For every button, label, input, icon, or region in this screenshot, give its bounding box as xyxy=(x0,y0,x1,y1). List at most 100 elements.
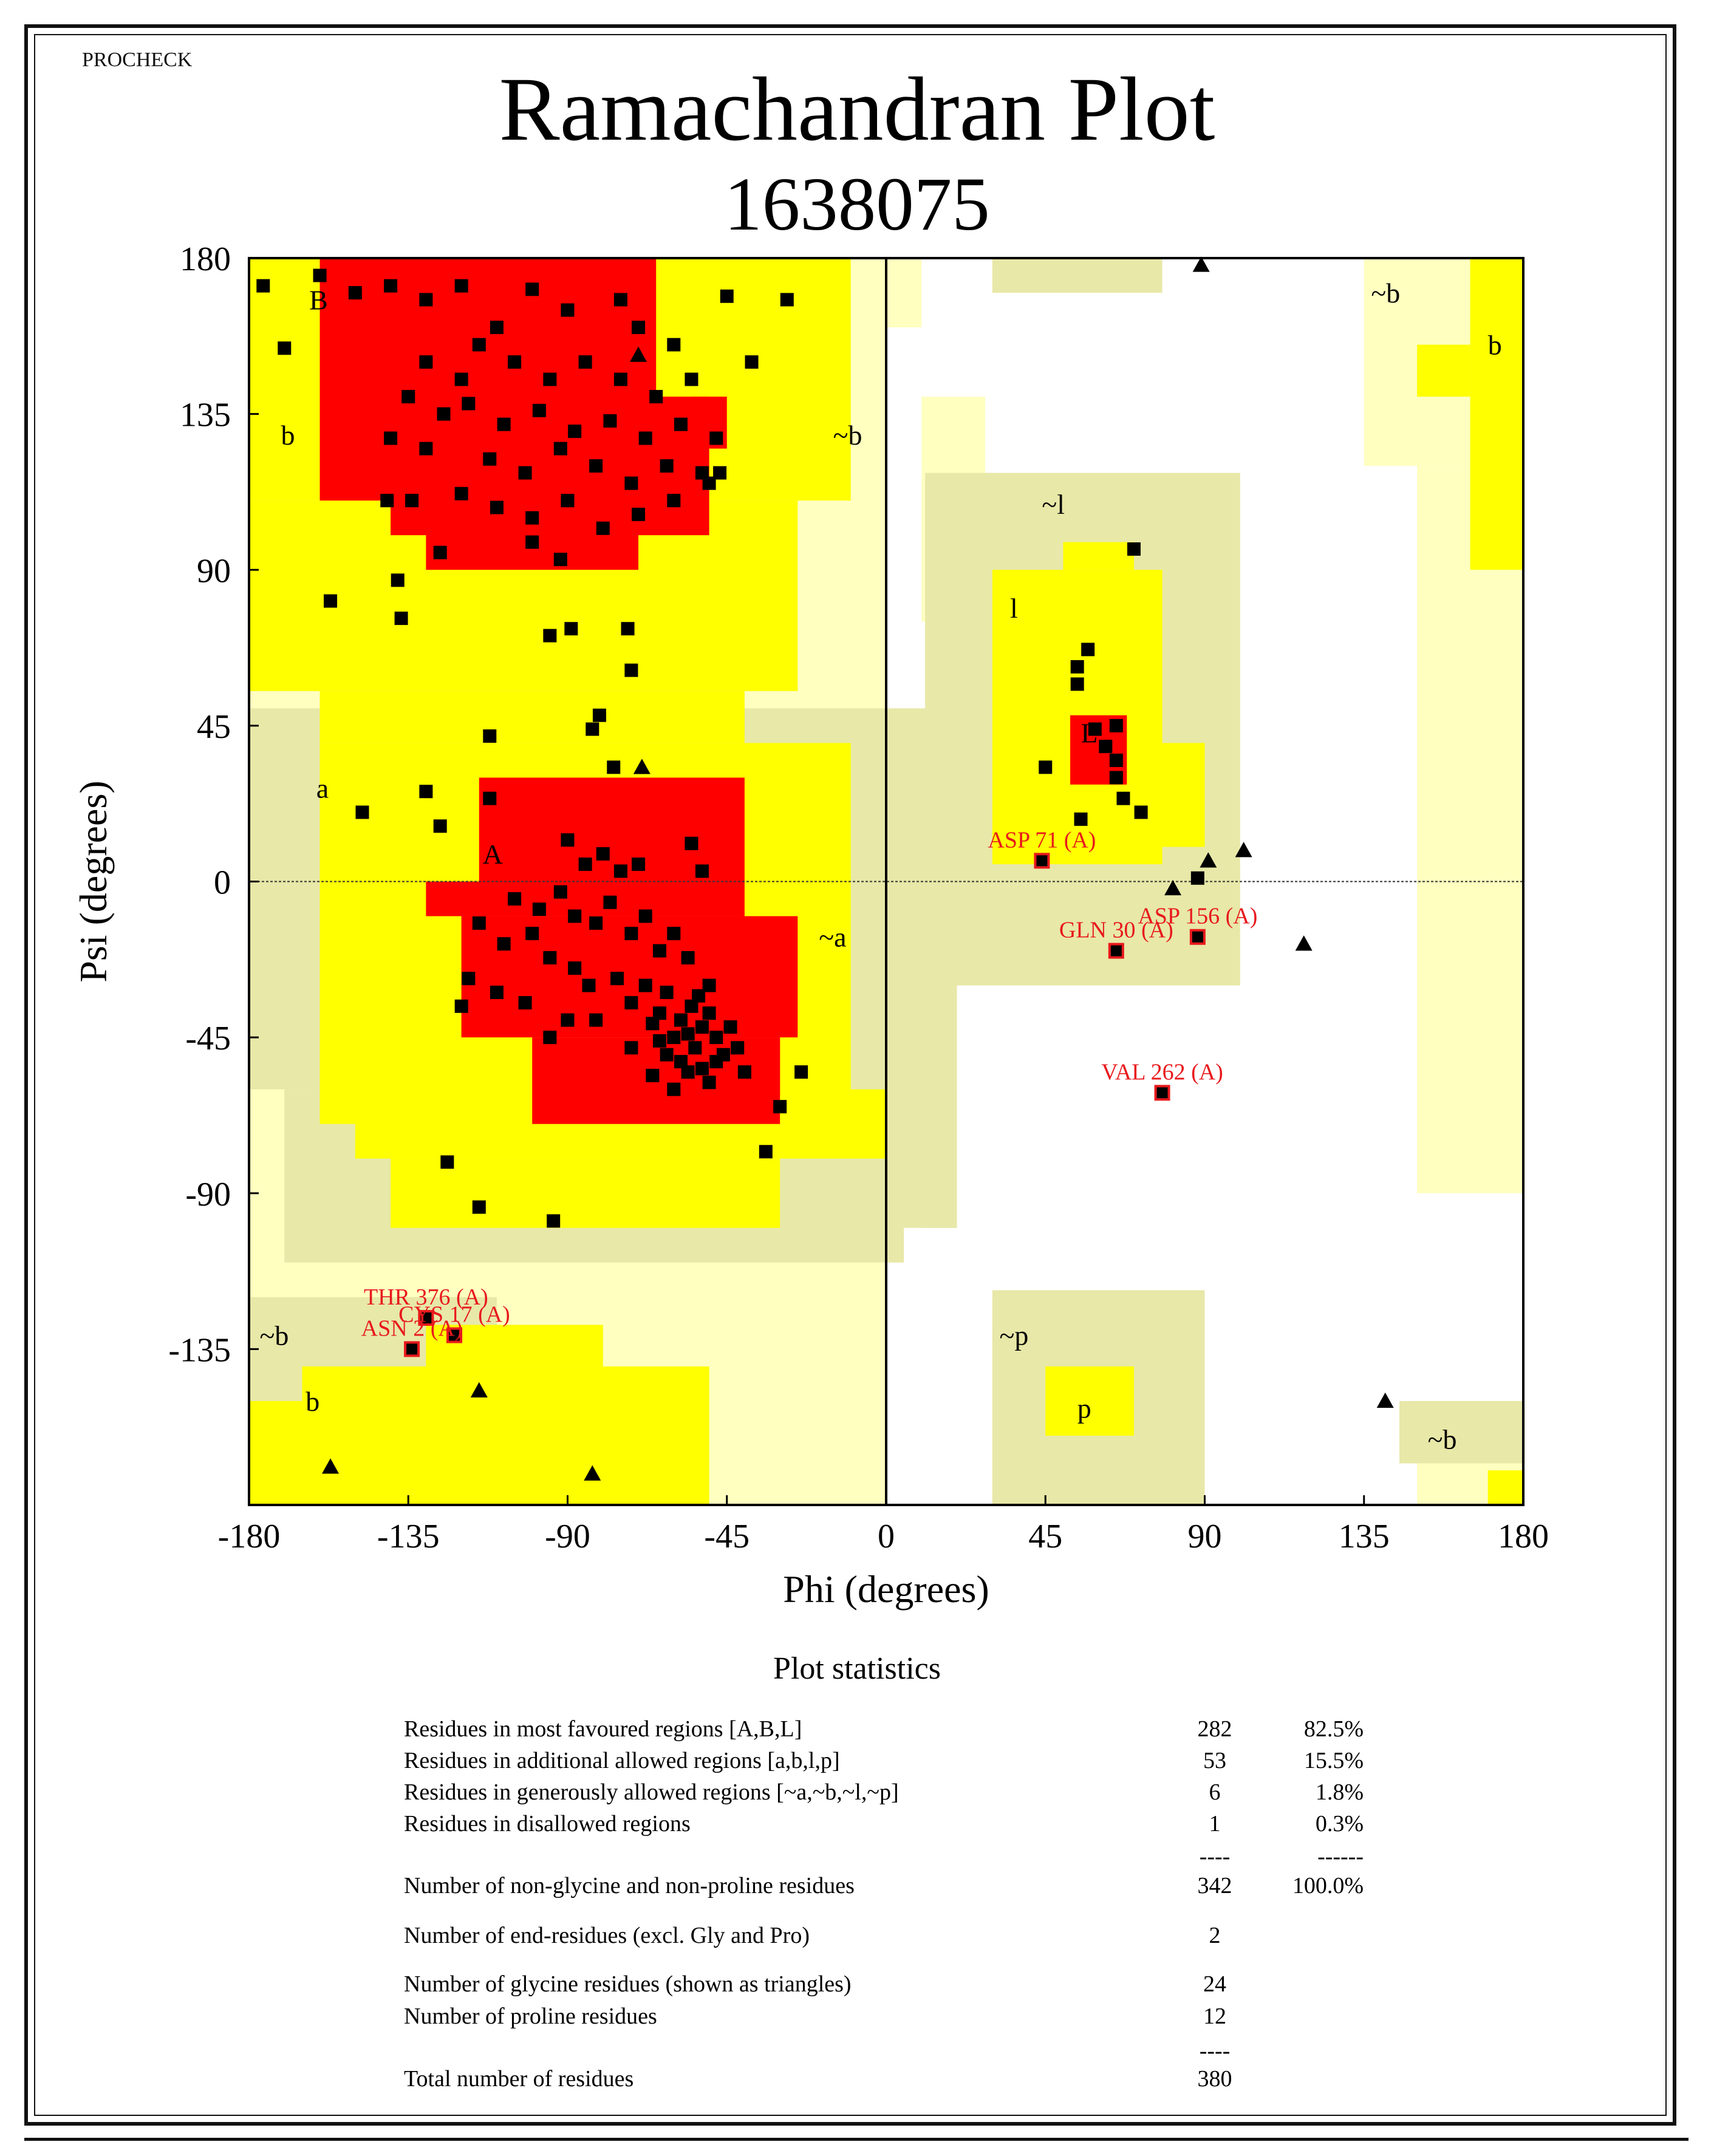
region-label: b xyxy=(306,1386,319,1417)
y-axis-title: Psi (degrees) xyxy=(72,780,115,982)
bottom-rule xyxy=(24,2138,1688,2141)
outlier-label: VAL 262 (A) xyxy=(1101,1059,1223,1085)
residue-point xyxy=(702,1006,716,1020)
residue-point xyxy=(532,403,546,417)
outlier-point xyxy=(1189,929,1206,945)
region-allowed xyxy=(1417,344,1470,397)
residue-point xyxy=(405,494,419,508)
outlier-point xyxy=(1108,943,1124,959)
outlier-label: ASN 2 (A) xyxy=(361,1315,463,1341)
residue-point xyxy=(660,1048,674,1062)
y-tick-label: 45 xyxy=(197,708,231,746)
x-tick-label: -90 xyxy=(545,1518,590,1555)
residue-point xyxy=(646,1068,660,1082)
zero-lines xyxy=(249,258,1523,1505)
glycine-point xyxy=(633,759,650,774)
stats-count: 380 xyxy=(1197,2066,1232,2092)
residue-point xyxy=(561,303,575,317)
residue-point xyxy=(490,500,504,514)
region-label: ~b xyxy=(833,420,862,451)
y-tick-label: 90 xyxy=(197,552,231,590)
residue-point xyxy=(592,708,606,722)
region-label: B xyxy=(309,284,328,315)
residue-point xyxy=(543,950,557,964)
region-allowed xyxy=(319,691,745,743)
residue-point xyxy=(561,833,575,847)
residue-point xyxy=(674,1013,688,1027)
region-labels: Bb ~b ~l l La A ~a ~b b ~b b ~p p ~b xyxy=(259,278,1501,1455)
residue-point xyxy=(731,1041,745,1055)
residue-point xyxy=(603,895,617,909)
residue-point xyxy=(596,521,610,535)
residue-point xyxy=(384,431,398,445)
region-allowed xyxy=(1045,1366,1134,1436)
residue-point xyxy=(553,885,567,899)
residue-point xyxy=(596,847,610,861)
residue-point xyxy=(532,902,546,916)
residue-point xyxy=(794,1065,808,1079)
outlier-point xyxy=(1154,1085,1170,1101)
residue-point xyxy=(1088,722,1102,736)
residue-point xyxy=(1116,791,1130,805)
residue-point xyxy=(547,1214,561,1228)
stats-count: ---- xyxy=(1199,2038,1231,2064)
residue-point xyxy=(632,321,646,335)
glycine-point xyxy=(1164,879,1182,896)
residue-point xyxy=(695,1062,709,1076)
outlier-point xyxy=(404,1341,420,1357)
region-label: b xyxy=(281,420,295,451)
glycine-point xyxy=(1295,935,1313,951)
residue-point xyxy=(1109,771,1123,785)
residue-point xyxy=(568,909,582,923)
region-label: a xyxy=(316,773,329,804)
stats-count: 1 xyxy=(1209,1811,1221,1837)
residue-point xyxy=(578,355,592,369)
region-generous xyxy=(1399,1400,1523,1464)
stats-label: Residues in generously allowed regions [… xyxy=(404,1779,899,1805)
region-label: L xyxy=(1081,717,1098,748)
outlier-label: ASP 71 (A) xyxy=(988,827,1096,853)
residue-point xyxy=(674,417,688,431)
stats-percent: 1.8% xyxy=(1315,1779,1364,1805)
residue-point xyxy=(380,494,394,508)
region-label: ~l xyxy=(1042,489,1065,520)
outlier-point xyxy=(418,1310,434,1326)
residue-point xyxy=(419,355,433,369)
residue-point xyxy=(603,414,617,428)
residue-point xyxy=(561,494,575,508)
residue-point xyxy=(1109,753,1123,767)
residue-point xyxy=(483,791,497,805)
residue-point xyxy=(688,1041,702,1055)
glycine-point xyxy=(322,1458,340,1474)
residue-point xyxy=(497,417,511,431)
residue-point xyxy=(1099,740,1113,754)
x-tick-label: 135 xyxy=(1339,1518,1390,1555)
residue-point xyxy=(508,892,522,906)
residue-point xyxy=(632,857,646,871)
residue-points xyxy=(256,256,1394,1481)
residue-point xyxy=(737,1065,751,1079)
residue-point xyxy=(660,985,674,999)
residue-point xyxy=(667,1082,681,1096)
region-allowed xyxy=(1063,542,1134,570)
residue-point xyxy=(543,629,557,643)
residue-point xyxy=(518,466,532,480)
residue-point xyxy=(454,279,468,293)
residue-point xyxy=(589,459,603,473)
residue-point xyxy=(589,1013,603,1027)
residue-point xyxy=(437,407,451,421)
residue-point xyxy=(472,1200,486,1214)
residue-point xyxy=(667,1031,681,1045)
residue-point xyxy=(624,996,638,1010)
residue-point xyxy=(553,442,567,455)
region-label: ~b xyxy=(259,1320,289,1351)
region-label: p xyxy=(1077,1393,1091,1424)
outlier-point xyxy=(1034,853,1050,869)
residue-point xyxy=(553,553,567,567)
residue-point xyxy=(702,1076,716,1090)
y-tick-label: -90 xyxy=(185,1176,231,1213)
residue-point xyxy=(355,805,369,819)
outlier-label: GLN 30 (A) xyxy=(1059,918,1173,943)
residue-point xyxy=(419,785,433,799)
glycine-point xyxy=(1200,852,1217,868)
